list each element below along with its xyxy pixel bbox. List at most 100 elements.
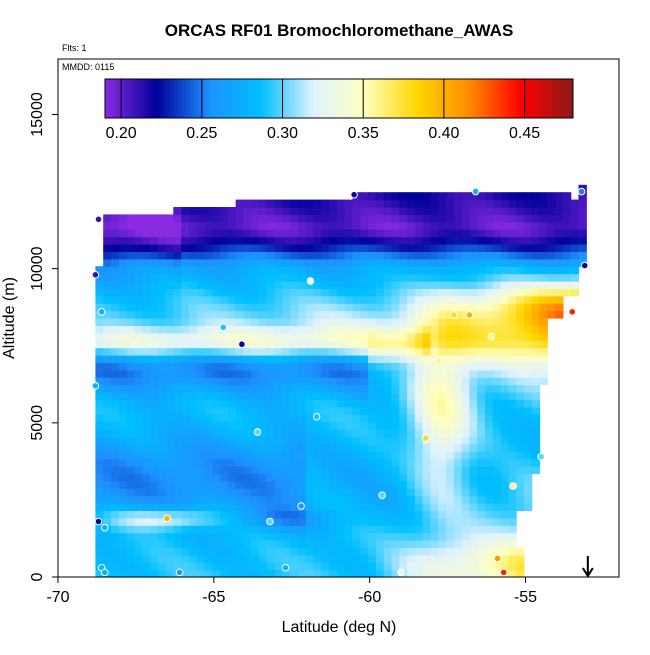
heatmap-cell — [446, 355, 455, 363]
heatmap-cell — [188, 562, 198, 571]
heatmap-cell — [492, 229, 502, 238]
heatmap-cell — [196, 466, 206, 474]
heatmap-cell — [95, 554, 104, 563]
heatmap-cell — [422, 414, 432, 423]
heatmap-cell — [126, 517, 135, 526]
heatmap-cell — [477, 229, 486, 238]
heatmap-cell — [188, 495, 198, 504]
heatmap-cell — [118, 258, 128, 267]
heatmap-cell — [220, 303, 229, 312]
heatmap-cell — [446, 362, 455, 371]
heatmap-cell — [399, 517, 408, 526]
heatmap-cell — [516, 295, 525, 304]
heatmap-cell — [142, 406, 151, 415]
heatmap-cell — [500, 281, 509, 289]
heatmap-cell — [227, 451, 237, 460]
heatmap-cell — [235, 318, 245, 326]
heatmap-cell — [157, 281, 167, 289]
heatmap-cell — [500, 214, 509, 223]
heatmap-cell — [118, 384, 128, 393]
heatmap-cell — [110, 414, 120, 423]
heatmap-cell — [391, 554, 400, 563]
heatmap-cell — [118, 303, 128, 312]
heatmap-cell — [375, 495, 385, 504]
heatmap-cell — [142, 532, 151, 541]
heatmap-cell — [157, 421, 167, 430]
heatmap-cell — [149, 303, 159, 312]
heatmap-cell — [484, 229, 494, 238]
heatmap-cell — [212, 384, 221, 393]
heatmap-cell — [165, 377, 174, 386]
heatmap-cell — [461, 547, 470, 556]
heatmap-cell — [516, 421, 525, 430]
heatmap-cell — [344, 443, 354, 452]
heatmap-cell — [516, 362, 525, 371]
heatmap-cell — [313, 503, 322, 511]
heatmap-cell — [266, 532, 276, 541]
heatmap-cell — [414, 554, 424, 563]
sample-point — [266, 517, 274, 526]
heatmap-cell — [165, 362, 174, 371]
heatmap-cell — [297, 569, 307, 578]
heatmap-cell — [173, 325, 182, 334]
heatmap-cell — [181, 318, 190, 326]
heatmap-cell — [266, 244, 276, 252]
heatmap-cell — [95, 355, 104, 363]
sample-point — [493, 554, 502, 563]
heatmap-cell — [212, 214, 221, 223]
heatmap-cell — [188, 399, 198, 408]
heatmap-cell — [204, 473, 213, 482]
heatmap-cell — [446, 451, 455, 460]
heatmap-cell — [196, 562, 206, 571]
heatmap-cell — [274, 229, 283, 238]
heatmap-cell — [508, 414, 517, 423]
heatmap-cell — [103, 244, 112, 252]
heatmap-cell — [352, 199, 361, 208]
heatmap-cell — [368, 214, 377, 223]
heatmap-cell — [142, 325, 151, 334]
heatmap-cell — [259, 369, 268, 378]
heatmap-cell — [375, 214, 385, 223]
flights-annotation: Flts: 1 — [62, 43, 87, 53]
heatmap-cell — [282, 547, 291, 556]
heatmap-cell — [313, 236, 322, 245]
heatmap-cell — [391, 295, 400, 304]
heatmap-cell — [360, 273, 369, 282]
heatmap-cell — [321, 517, 330, 526]
heatmap-cell — [516, 192, 525, 201]
heatmap-cell — [336, 451, 346, 460]
heatmap-cell — [523, 503, 533, 511]
heatmap-cell — [227, 258, 237, 267]
heatmap-cell — [539, 236, 548, 245]
heatmap-cell — [329, 532, 338, 541]
heatmap-cell — [321, 532, 330, 541]
heatmap-cell — [461, 562, 470, 571]
heatmap-cell — [204, 503, 213, 511]
heatmap-cell — [539, 362, 548, 371]
heatmap-cell — [103, 429, 112, 437]
heatmap-cell — [414, 258, 424, 267]
heatmap-cell — [336, 480, 346, 489]
heatmap-cell — [329, 503, 338, 511]
heatmap-cell — [149, 480, 159, 489]
heatmap-cell — [570, 258, 580, 267]
heatmap-cell — [266, 503, 276, 511]
heatmap-cell — [446, 458, 455, 467]
heatmap-cell — [118, 362, 128, 371]
heatmap-cell — [220, 214, 229, 223]
heatmap-cell — [469, 369, 478, 378]
heatmap-cell — [321, 436, 330, 445]
heatmap-cell — [438, 495, 447, 504]
heatmap-cell — [212, 473, 221, 482]
heatmap-cell — [500, 288, 509, 297]
heatmap-cell — [531, 251, 541, 260]
heatmap-cell — [531, 244, 541, 252]
heatmap-cell — [446, 229, 455, 238]
heatmap-cell — [461, 458, 470, 467]
heatmap-cell — [484, 207, 494, 215]
heatmap-cell — [523, 406, 533, 415]
heatmap-cell — [321, 221, 330, 230]
heatmap-cell — [508, 318, 517, 326]
heatmap-cell — [188, 547, 198, 556]
heatmap-cell — [142, 510, 151, 519]
